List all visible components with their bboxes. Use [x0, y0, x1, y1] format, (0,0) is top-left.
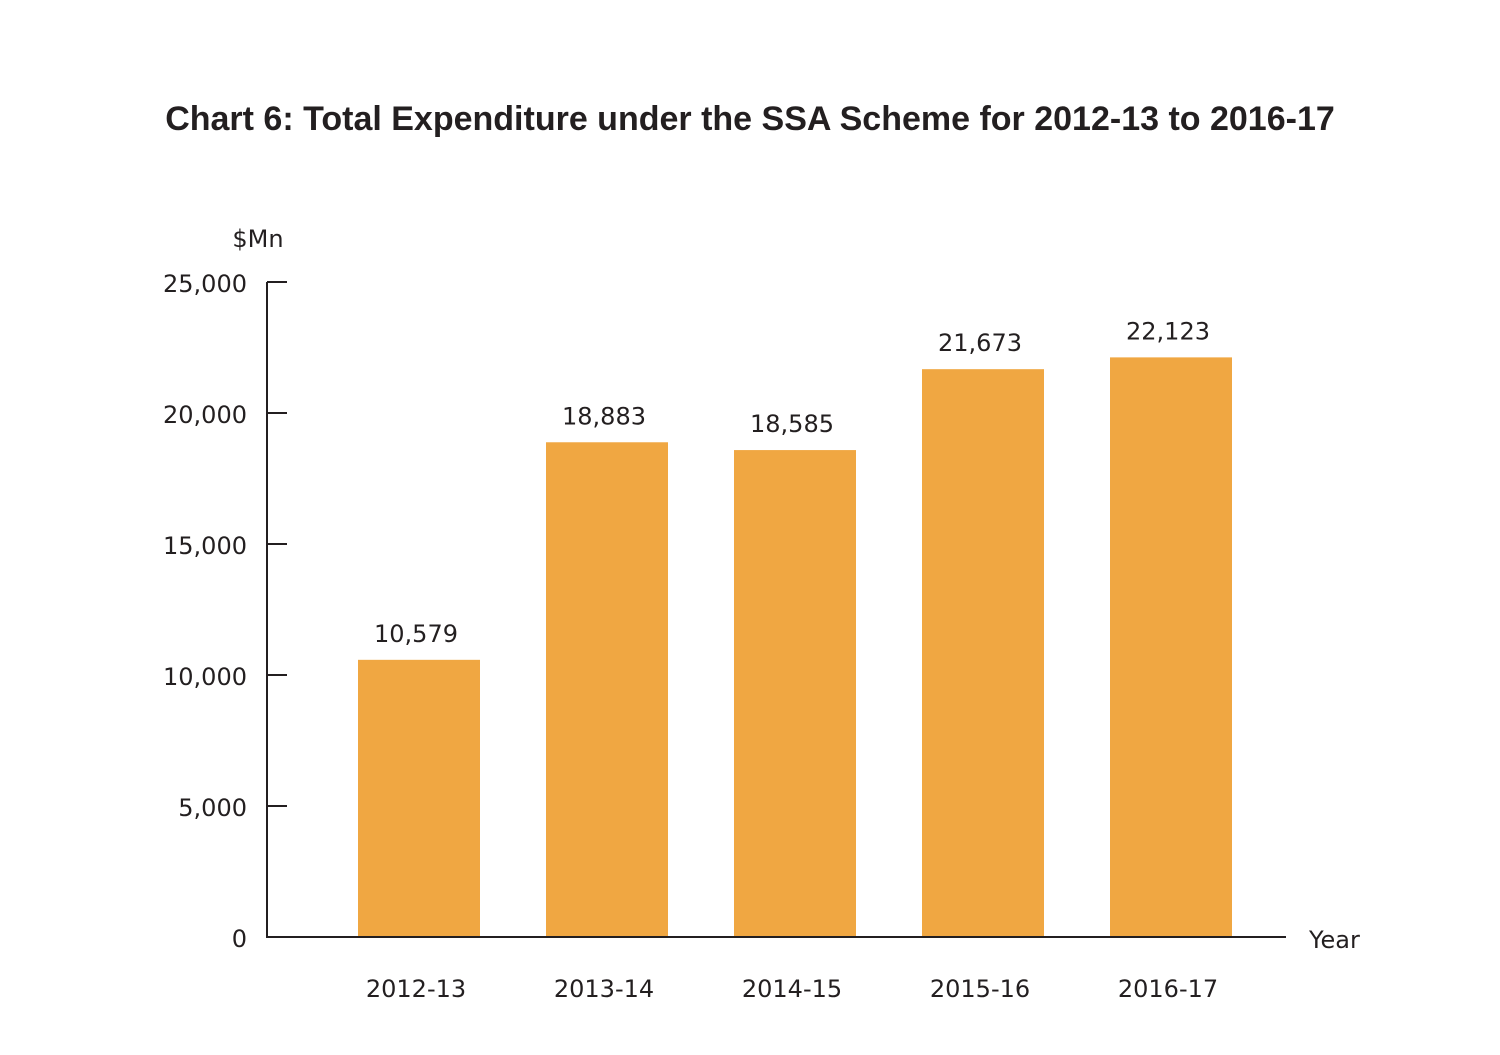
- y-tick-label: 25,000: [163, 270, 247, 298]
- data-label: 18,585: [750, 410, 834, 438]
- x-tick-label: 2015-16: [930, 975, 1030, 1003]
- y-tick-label: 20,000: [163, 401, 247, 429]
- bar: [358, 659, 480, 937]
- data-label: 21,673: [938, 329, 1022, 357]
- x-tick-label: 2013-14: [554, 975, 654, 1003]
- x-axis-label: Year: [1308, 926, 1360, 954]
- y-tick-label: 10,000: [163, 663, 247, 691]
- data-label: 10,579: [374, 620, 458, 648]
- y-ticks: 0 5,000 10,000 15,000 20,000 25,000: [163, 270, 287, 953]
- x-tick-label: 2016-17: [1118, 975, 1218, 1003]
- x-ticks: 2012-13 2013-14 2014-15 2015-16 2016-17: [366, 975, 1218, 1003]
- data-labels: 10,579 18,883 18,585 21,673 22,123: [374, 317, 1210, 647]
- bar: [546, 442, 668, 937]
- y-tick-label: 0: [232, 925, 247, 953]
- y-tick-label: 5,000: [178, 794, 247, 822]
- x-tick-label: 2014-15: [742, 975, 842, 1003]
- bars: [358, 357, 1232, 938]
- chart-title: Chart 6: Total Expenditure under the SSA…: [165, 100, 1335, 138]
- bar: [922, 369, 1044, 938]
- data-label: 22,123: [1126, 317, 1210, 345]
- x-tick-label: 2012-13: [366, 975, 466, 1003]
- bar: [734, 450, 856, 937]
- bar: [1110, 357, 1232, 937]
- data-label: 18,883: [562, 402, 646, 430]
- y-tick-label: 15,000: [163, 532, 247, 560]
- y-axis-label: $Mn: [232, 225, 283, 253]
